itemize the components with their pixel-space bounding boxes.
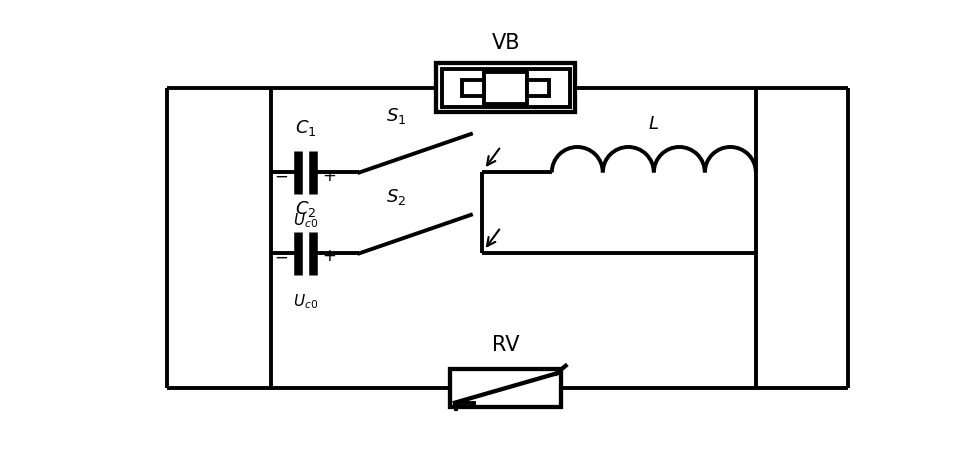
Text: $U_{c0}$: $U_{c0}$ xyxy=(293,292,318,310)
Text: $-$: $-$ xyxy=(274,167,289,184)
Text: $+$: $+$ xyxy=(322,167,337,184)
Bar xyxy=(527,79,549,96)
Bar xyxy=(484,72,527,104)
Bar xyxy=(436,63,575,112)
Text: $U_{c0}$: $U_{c0}$ xyxy=(293,211,318,230)
Bar xyxy=(450,369,561,407)
Text: $S_2$: $S_2$ xyxy=(386,187,406,207)
Text: $+$: $+$ xyxy=(322,248,337,265)
Bar xyxy=(442,68,570,107)
Bar xyxy=(463,79,484,96)
Text: $L$: $L$ xyxy=(648,115,660,133)
Text: $S_1$: $S_1$ xyxy=(386,106,407,126)
Text: $-$: $-$ xyxy=(274,248,289,265)
Text: $C_1$: $C_1$ xyxy=(295,118,316,138)
Text: RV: RV xyxy=(492,335,519,355)
Text: $C_2$: $C_2$ xyxy=(295,199,316,219)
Text: VB: VB xyxy=(491,33,520,53)
